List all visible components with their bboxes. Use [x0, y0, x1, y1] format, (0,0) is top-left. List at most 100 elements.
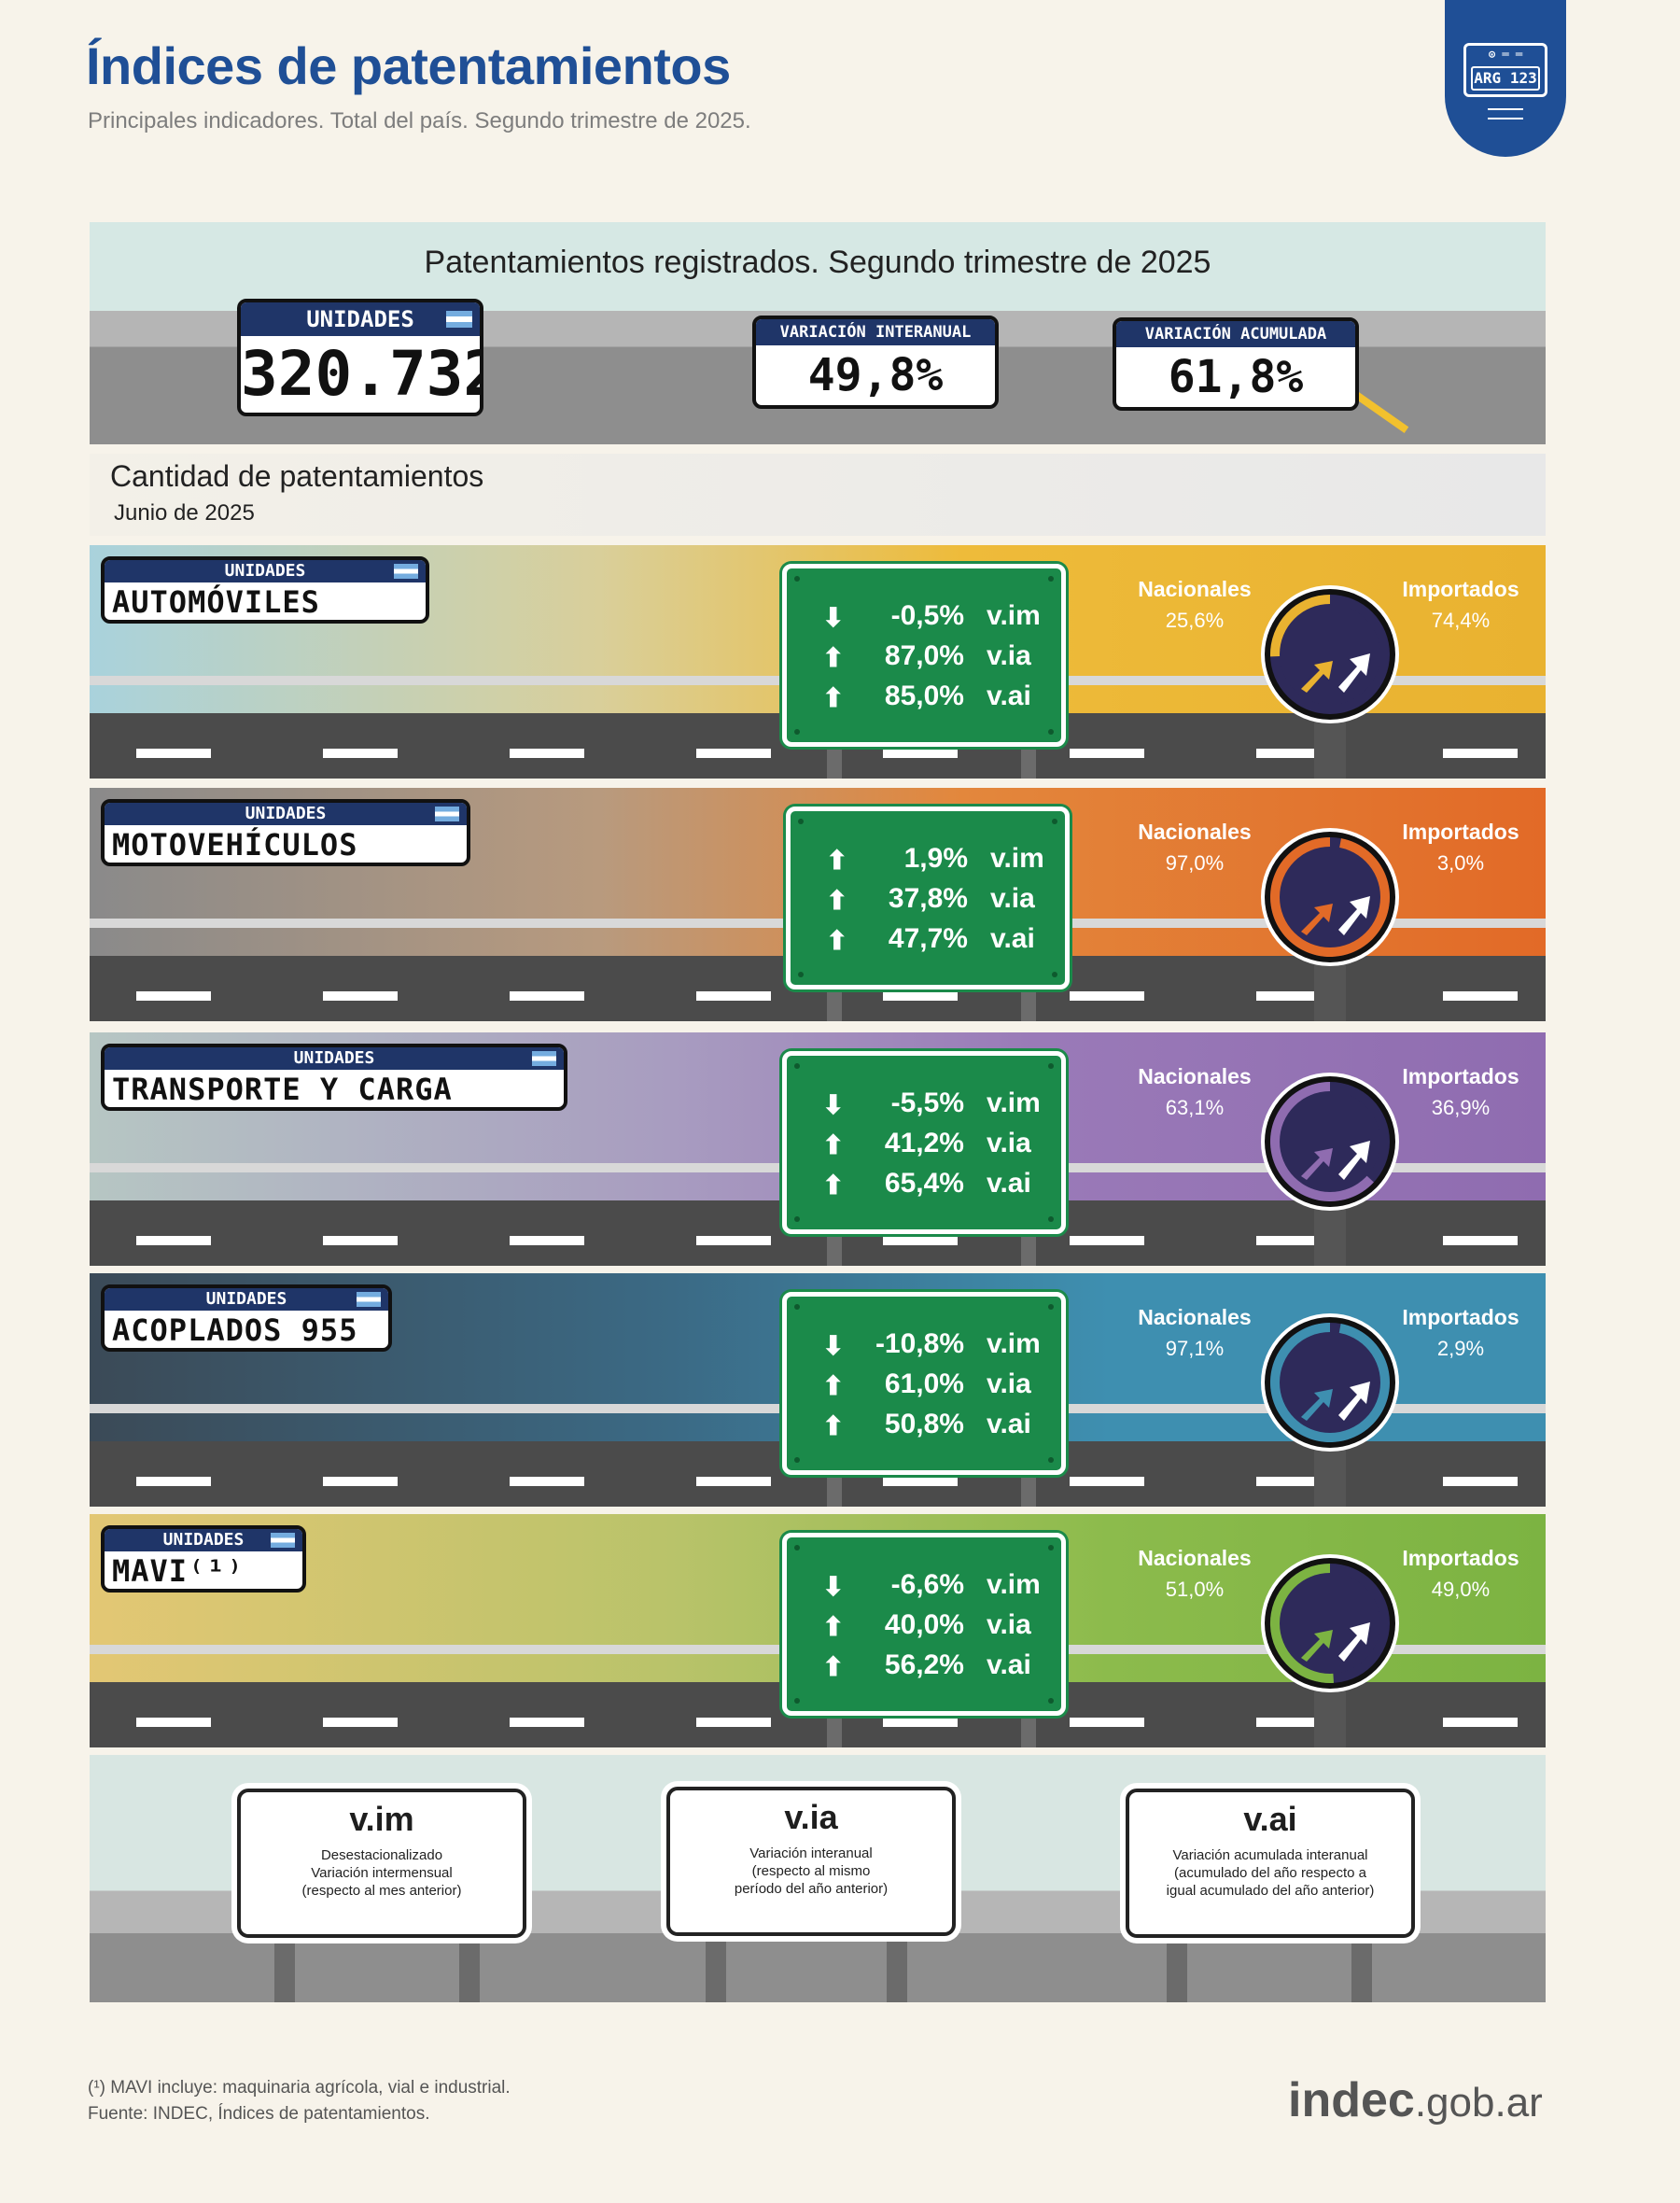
road-dash	[510, 749, 584, 758]
road-dash	[1443, 749, 1518, 758]
arrow-up-icon: ⬆	[822, 1411, 845, 1440]
units-label: UNIDADES	[306, 306, 414, 332]
road-dash	[1070, 1236, 1144, 1245]
bolt-icon	[794, 1216, 800, 1222]
legend-key: v.im	[349, 1800, 414, 1838]
legend-post	[274, 1932, 295, 2002]
legend-desc-line: Desestacionalizado	[320, 1847, 443, 1863]
legend-key: v.ai	[1243, 1800, 1297, 1838]
legend-post	[459, 1932, 480, 2002]
argentina-flag-icon	[357, 1292, 381, 1307]
nacionales-arrow-icon	[1301, 1148, 1333, 1180]
bolt-icon	[1048, 1545, 1054, 1551]
importados-arrow-icon	[1338, 1141, 1370, 1180]
variation-value: 61,0%	[884, 1368, 964, 1399]
legend-post	[1351, 1932, 1372, 2002]
variation-key: v.im	[987, 1328, 1041, 1359]
legend-sign-via: v.ia Variación interanual (respecto al m…	[666, 1787, 956, 1936]
arrow-down-icon: ⬇	[822, 603, 845, 632]
variation-value: 47,7%	[888, 923, 968, 954]
units-label: UNIDADES	[245, 804, 327, 823]
units-label: UNIDADES	[293, 1048, 375, 1068]
nacionales-arrow-icon	[1301, 904, 1333, 935]
nacionales-arrow-icon	[1301, 661, 1333, 693]
summary-title: Patentamientos registrados. Segundo trim…	[424, 245, 1211, 280]
road-dash	[1256, 991, 1331, 1001]
variation-line-vai: ⬆ 50,8% v.ai	[787, 1405, 1061, 1442]
category-name: MAVI⁽¹⁾ 973	[112, 1553, 245, 1589]
variation-line-via: ⬆ 40,0% v.ia	[787, 1606, 1061, 1643]
bolt-icon	[794, 1545, 800, 1551]
bolt-icon	[1048, 1216, 1054, 1222]
road-dash	[136, 1477, 211, 1486]
legend-desc-line: Variación interanual	[749, 1845, 873, 1861]
road-dash	[883, 1477, 958, 1486]
nacionales-arrow-icon	[1301, 1630, 1333, 1662]
road-dash	[1443, 991, 1518, 1001]
variation-value: 56,2%	[884, 1649, 964, 1680]
variation-key: v.ai	[987, 1168, 1031, 1199]
importados-arrow-icon	[1338, 653, 1370, 693]
variation-line-vai: ⬆ 65,4% v.ai	[787, 1164, 1061, 1201]
nacionales-label: Nacionales	[1138, 577, 1252, 601]
cantidad-title: Cantidad de patentamientos	[110, 459, 484, 493]
road-dash	[883, 749, 958, 758]
variation-value: 1,9%	[903, 843, 968, 874]
argentina-flag-icon	[446, 311, 472, 328]
bolt-icon	[794, 729, 800, 735]
donut-svg	[1261, 828, 1399, 966]
variation-value: 37,8%	[888, 883, 968, 914]
road-dash	[510, 1477, 584, 1486]
acumulada-label: VARIACIÓN ACUMULADA	[1116, 321, 1355, 347]
legend-post	[1167, 1932, 1187, 2002]
page-title: Índices de patentamientos	[86, 36, 731, 95]
indec-logo[interactable]: indec.gob.ar	[1288, 2072, 1543, 2128]
bolt-icon	[1048, 576, 1054, 582]
legend-desc-line: (respecto al mismo	[751, 1863, 871, 1879]
road-dash	[1070, 991, 1144, 1001]
importados-value: 74,4%	[1431, 609, 1491, 632]
arrow-down-icon: ⬇	[822, 1090, 845, 1119]
arrow-up-icon: ⬆	[826, 926, 848, 955]
road-dash	[510, 1718, 584, 1727]
road-dash	[696, 1718, 771, 1727]
variation-line-vim: ⬇ -0,5% v.im	[787, 596, 1061, 634]
nacionales-value: 97,0%	[1165, 851, 1225, 875]
page-subtitle: Principales indicadores. Total del país.…	[88, 108, 751, 133]
road-dash	[696, 1477, 771, 1486]
category-name: ACOPLADOS 955	[112, 1312, 358, 1348]
nacionales-label: Nacionales	[1138, 1064, 1252, 1088]
variation-value: 50,8%	[884, 1409, 964, 1439]
units-label: UNIDADES	[162, 1530, 245, 1550]
origin-donut	[1253, 820, 1407, 975]
bolt-icon	[794, 1698, 800, 1704]
bolt-icon	[1048, 1698, 1054, 1704]
road-dash	[136, 1718, 211, 1727]
variation-key: v.ia	[990, 883, 1035, 914]
argentina-flag-icon	[271, 1533, 295, 1548]
donut-svg	[1261, 1073, 1399, 1211]
variation-value: 65,4%	[884, 1168, 964, 1199]
variation-line-via: ⬆ 37,8% v.ia	[791, 879, 1065, 917]
arrow-up-icon: ⬆	[822, 1652, 845, 1681]
bolt-icon	[798, 819, 804, 824]
bolt-icon	[794, 576, 800, 582]
nacionales-value: 97,1%	[1165, 1337, 1225, 1360]
importados-label: Importados	[1402, 577, 1519, 601]
road-dash	[323, 1236, 398, 1245]
variation-key: v.ai	[990, 923, 1035, 954]
variation-line-via: ⬆ 61,0% v.ia	[787, 1365, 1061, 1402]
importados-label: Importados	[1402, 1305, 1519, 1329]
bolt-icon	[1048, 1457, 1054, 1463]
road-dash	[1070, 1477, 1144, 1486]
acumulada-value: 61,8%	[1168, 351, 1304, 403]
interanual-value: 49,8%	[807, 349, 944, 401]
argentina-flag-icon	[394, 564, 418, 579]
variation-value: -10,8%	[875, 1328, 964, 1359]
road-dash	[1256, 749, 1331, 758]
arrow-down-icon: ⬇	[822, 1572, 845, 1601]
units-label: UNIDADES	[224, 561, 306, 581]
variation-key: v.ai	[987, 1649, 1031, 1680]
road-dash	[1256, 1236, 1331, 1245]
variation-value: -5,5%	[890, 1087, 964, 1118]
